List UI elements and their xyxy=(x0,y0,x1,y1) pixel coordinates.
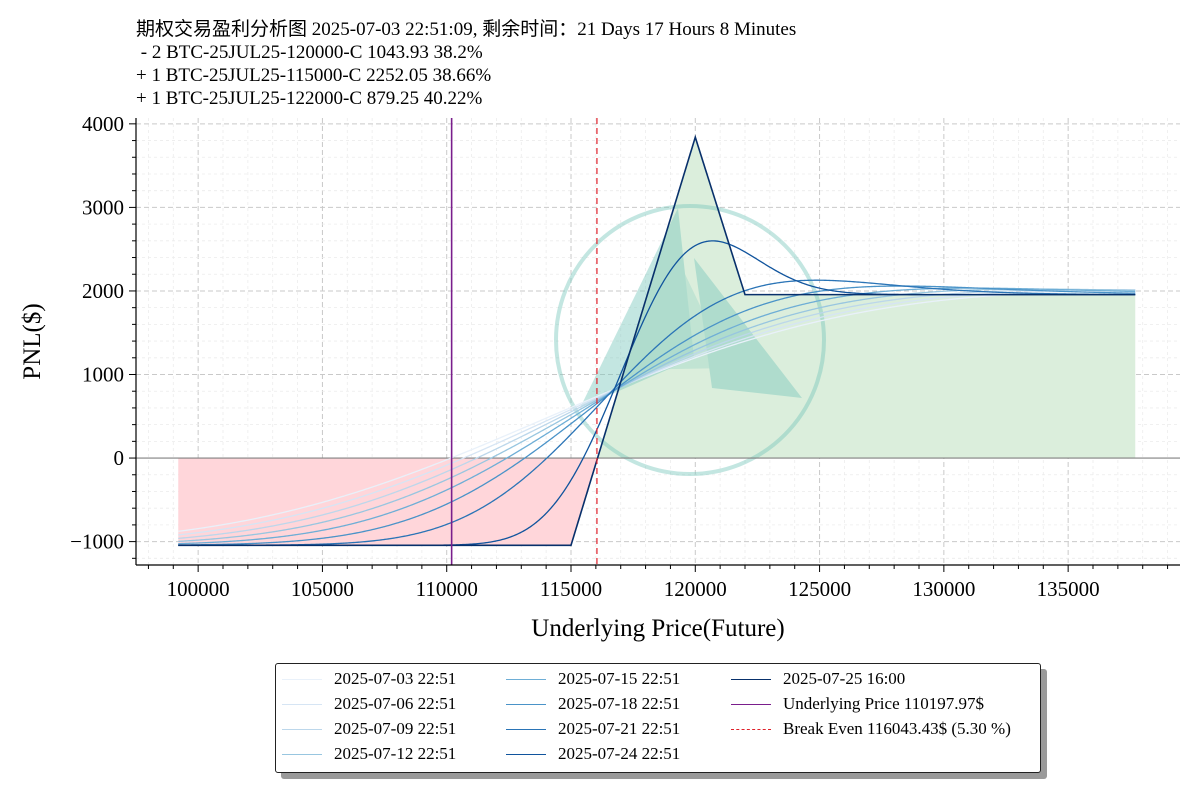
legend-swatch xyxy=(506,704,546,705)
series-line-3 xyxy=(178,288,1136,540)
legend-swatch xyxy=(282,729,322,730)
legend-swatch xyxy=(282,679,322,680)
legend-swatch xyxy=(506,679,546,680)
x-tick-label: 130000 xyxy=(912,577,975,601)
legend-label: 2025-07-12 22:51 xyxy=(334,744,457,763)
legend-label: 2025-07-06 22:51 xyxy=(334,694,457,713)
legend-swatch xyxy=(506,729,546,730)
x-tick-label: 120000 xyxy=(664,577,727,601)
y-tick-label: 2000 xyxy=(82,279,124,303)
legend-swatch xyxy=(731,729,771,730)
legend-swatch xyxy=(282,754,322,755)
y-axis-title: PNL($) xyxy=(19,303,46,379)
chart-legend: 2025-07-03 22:51 2025-07-06 22:51 2025-07-… xyxy=(275,663,1041,773)
chart-title-line-1: 期权交易盈利分析图 2025-07-03 22:51:09, 剩余时间：21 D… xyxy=(136,19,797,40)
chart-title-line-4: + 1 BTC-25JUL25-122000-C 879.25 40.22% xyxy=(136,88,483,109)
x-axis-title: Underlying Price(Future) xyxy=(531,615,784,642)
legend-swatch xyxy=(731,704,771,705)
legend-label: 2025-07-25 16:00 xyxy=(783,669,906,688)
profit-area xyxy=(178,137,1136,459)
x-tick-label: 125000 xyxy=(788,577,851,601)
y-tick-label: 3000 xyxy=(82,195,124,219)
chart-title-line-2: - 2 BTC-25JUL25-120000-C 1043.93 38.2% xyxy=(136,42,483,63)
x-tick-label: 105000 xyxy=(291,577,354,601)
legend-swatch xyxy=(282,704,322,705)
x-tick-label: 100000 xyxy=(167,577,230,601)
legend-swatch xyxy=(506,754,546,755)
series-line-6 xyxy=(178,285,1136,546)
svg-text:e: e xyxy=(674,308,692,353)
series-line-7 xyxy=(178,279,1136,546)
loss-area xyxy=(178,458,1136,546)
legend-swatch xyxy=(731,679,771,680)
legend-label: 2025-07-03 22:51 xyxy=(334,669,457,688)
legend-label: 2025-07-24 22:51 xyxy=(558,744,681,763)
y-tick-label: −1000 xyxy=(70,530,124,554)
legend-label: 2025-07-21 22:51 xyxy=(558,719,681,738)
y-tick-label: 4000 xyxy=(82,112,124,136)
legend-label: 2025-07-18 22:51 xyxy=(558,694,681,713)
watermark-logo: e xyxy=(554,204,826,476)
x-tick-label: 115000 xyxy=(540,577,602,601)
chart-title-line-3: + 1 BTC-25JUL25-115000-C 2252.05 38.66% xyxy=(136,65,492,86)
legend-label: Break Even 116043.43$ (5.30 %) xyxy=(783,719,1011,738)
series-line-4 xyxy=(178,288,1136,543)
x-tick-label: 135000 xyxy=(1037,577,1100,601)
series-group xyxy=(178,134,1136,547)
legend-label: Underlying Price 110197.97$ xyxy=(783,694,984,713)
series-line-9 xyxy=(178,134,1136,547)
y-tick-label: 1000 xyxy=(82,363,124,387)
x-tick-label: 110000 xyxy=(416,577,478,601)
series-line-1 xyxy=(178,289,1136,532)
legend-label: 2025-07-09 22:51 xyxy=(334,719,457,738)
y-tick-label: 0 xyxy=(114,446,125,470)
legend-label: 2025-07-15 22:51 xyxy=(558,669,681,688)
